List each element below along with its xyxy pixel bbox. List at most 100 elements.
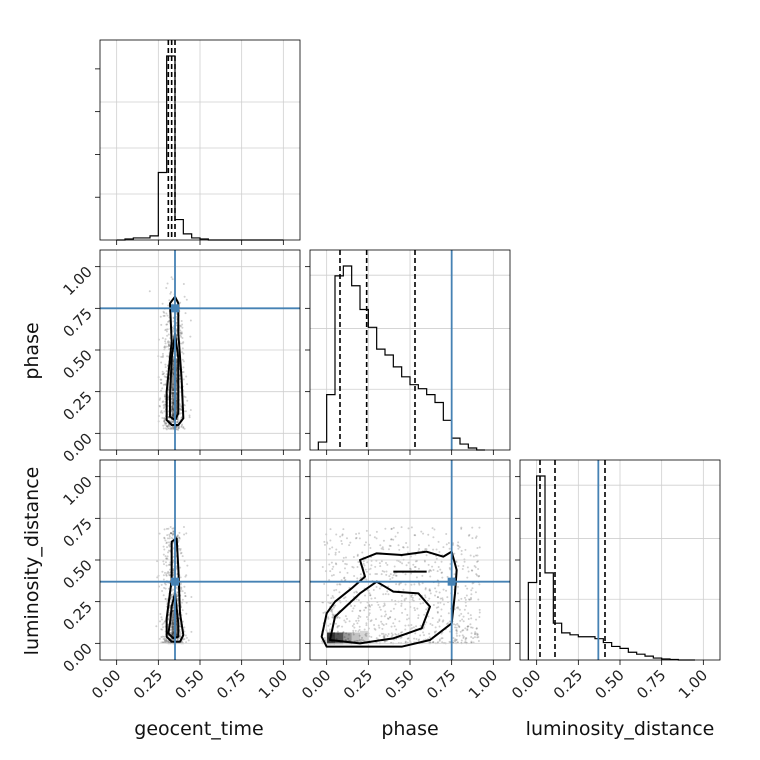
sample-point bbox=[406, 613, 409, 616]
y-axis-label-luminosity-distance: luminosity_distance bbox=[21, 467, 43, 656]
sample-point bbox=[417, 543, 420, 546]
sample-point bbox=[392, 607, 395, 610]
sample-point bbox=[179, 407, 182, 410]
sample-point bbox=[340, 579, 343, 582]
sample-point bbox=[162, 404, 165, 407]
sample-point bbox=[338, 591, 341, 594]
sample-point bbox=[355, 639, 358, 642]
x-tick-label: 0.75 bbox=[423, 666, 459, 702]
sample-point bbox=[404, 624, 407, 627]
sample-point bbox=[341, 625, 344, 628]
sample-point bbox=[334, 551, 337, 554]
sample-point bbox=[330, 597, 333, 600]
sample-point bbox=[355, 532, 358, 535]
sample-point bbox=[163, 637, 166, 640]
sample-point bbox=[375, 586, 378, 589]
sample-point bbox=[182, 283, 185, 286]
sample-point bbox=[428, 636, 431, 639]
y-tick-label: 0.75 bbox=[59, 514, 95, 550]
sample-point bbox=[388, 616, 391, 619]
sample-point bbox=[373, 623, 376, 626]
sample-point bbox=[175, 535, 178, 538]
sample-point bbox=[427, 544, 430, 547]
sample-point bbox=[463, 560, 466, 563]
sample-point bbox=[161, 337, 164, 340]
sample-point bbox=[179, 404, 182, 407]
sample-point bbox=[184, 410, 187, 413]
sample-point bbox=[424, 596, 427, 599]
sample-point bbox=[332, 565, 335, 568]
sample-point bbox=[358, 634, 361, 637]
sample-point bbox=[175, 595, 178, 598]
sample-point bbox=[183, 404, 186, 407]
sample-point bbox=[362, 560, 365, 563]
sample-point bbox=[162, 563, 165, 566]
sample-point bbox=[165, 640, 168, 643]
sample-point bbox=[167, 423, 170, 426]
sample-point bbox=[172, 618, 175, 621]
sample-point bbox=[474, 632, 477, 635]
sample-point bbox=[360, 638, 363, 641]
sample-point bbox=[321, 640, 324, 643]
sample-point bbox=[176, 638, 179, 641]
sample-point bbox=[392, 574, 395, 577]
sample-point bbox=[382, 539, 385, 542]
sample-point bbox=[390, 538, 393, 541]
sample-point bbox=[447, 541, 450, 544]
sample-point bbox=[175, 428, 178, 431]
sample-point bbox=[441, 598, 444, 601]
sample-point bbox=[182, 425, 185, 428]
sample-point bbox=[455, 629, 458, 632]
sample-point bbox=[162, 553, 165, 556]
sample-point bbox=[338, 550, 341, 553]
sample-point bbox=[182, 341, 185, 344]
sample-point bbox=[464, 627, 467, 630]
sample-point bbox=[336, 626, 339, 629]
sample-point bbox=[162, 372, 165, 375]
sample-point bbox=[331, 611, 334, 614]
sample-point bbox=[466, 566, 469, 569]
sample-point bbox=[458, 608, 461, 611]
sample-point bbox=[395, 628, 398, 631]
sample-point bbox=[341, 542, 344, 545]
sample-point bbox=[413, 566, 416, 569]
sample-point bbox=[477, 635, 480, 638]
sample-point bbox=[440, 615, 443, 618]
sample-point bbox=[434, 626, 437, 629]
sample-point bbox=[439, 601, 442, 604]
sample-point bbox=[467, 625, 470, 628]
sample-point bbox=[374, 618, 377, 621]
sample-point bbox=[162, 626, 165, 629]
sample-point bbox=[438, 591, 441, 594]
sample-point bbox=[170, 599, 173, 602]
sample-point bbox=[390, 635, 393, 638]
sample-point bbox=[477, 575, 480, 578]
sample-point bbox=[467, 617, 470, 620]
sample-point bbox=[439, 597, 442, 600]
sample-point bbox=[394, 574, 397, 577]
sample-point bbox=[185, 612, 188, 615]
sample-point bbox=[162, 314, 165, 317]
sample-point bbox=[448, 620, 451, 623]
sample-point bbox=[351, 610, 354, 613]
sample-point bbox=[394, 535, 397, 538]
sample-point bbox=[438, 625, 441, 628]
sample-point bbox=[185, 298, 188, 301]
sample-point bbox=[164, 597, 167, 600]
sample-point bbox=[357, 617, 360, 620]
sample-point bbox=[380, 560, 383, 563]
sample-point bbox=[457, 599, 460, 602]
sample-point bbox=[474, 633, 477, 636]
sample-point bbox=[160, 583, 163, 586]
sample-point bbox=[166, 355, 169, 358]
sample-point bbox=[163, 620, 166, 623]
sample-point bbox=[181, 326, 184, 329]
sample-point bbox=[411, 596, 414, 599]
sample-point bbox=[353, 575, 356, 578]
sample-point bbox=[478, 575, 481, 578]
sample-point bbox=[170, 397, 173, 400]
sample-point bbox=[164, 363, 167, 366]
sample-point bbox=[470, 593, 473, 596]
sample-point bbox=[432, 641, 435, 644]
